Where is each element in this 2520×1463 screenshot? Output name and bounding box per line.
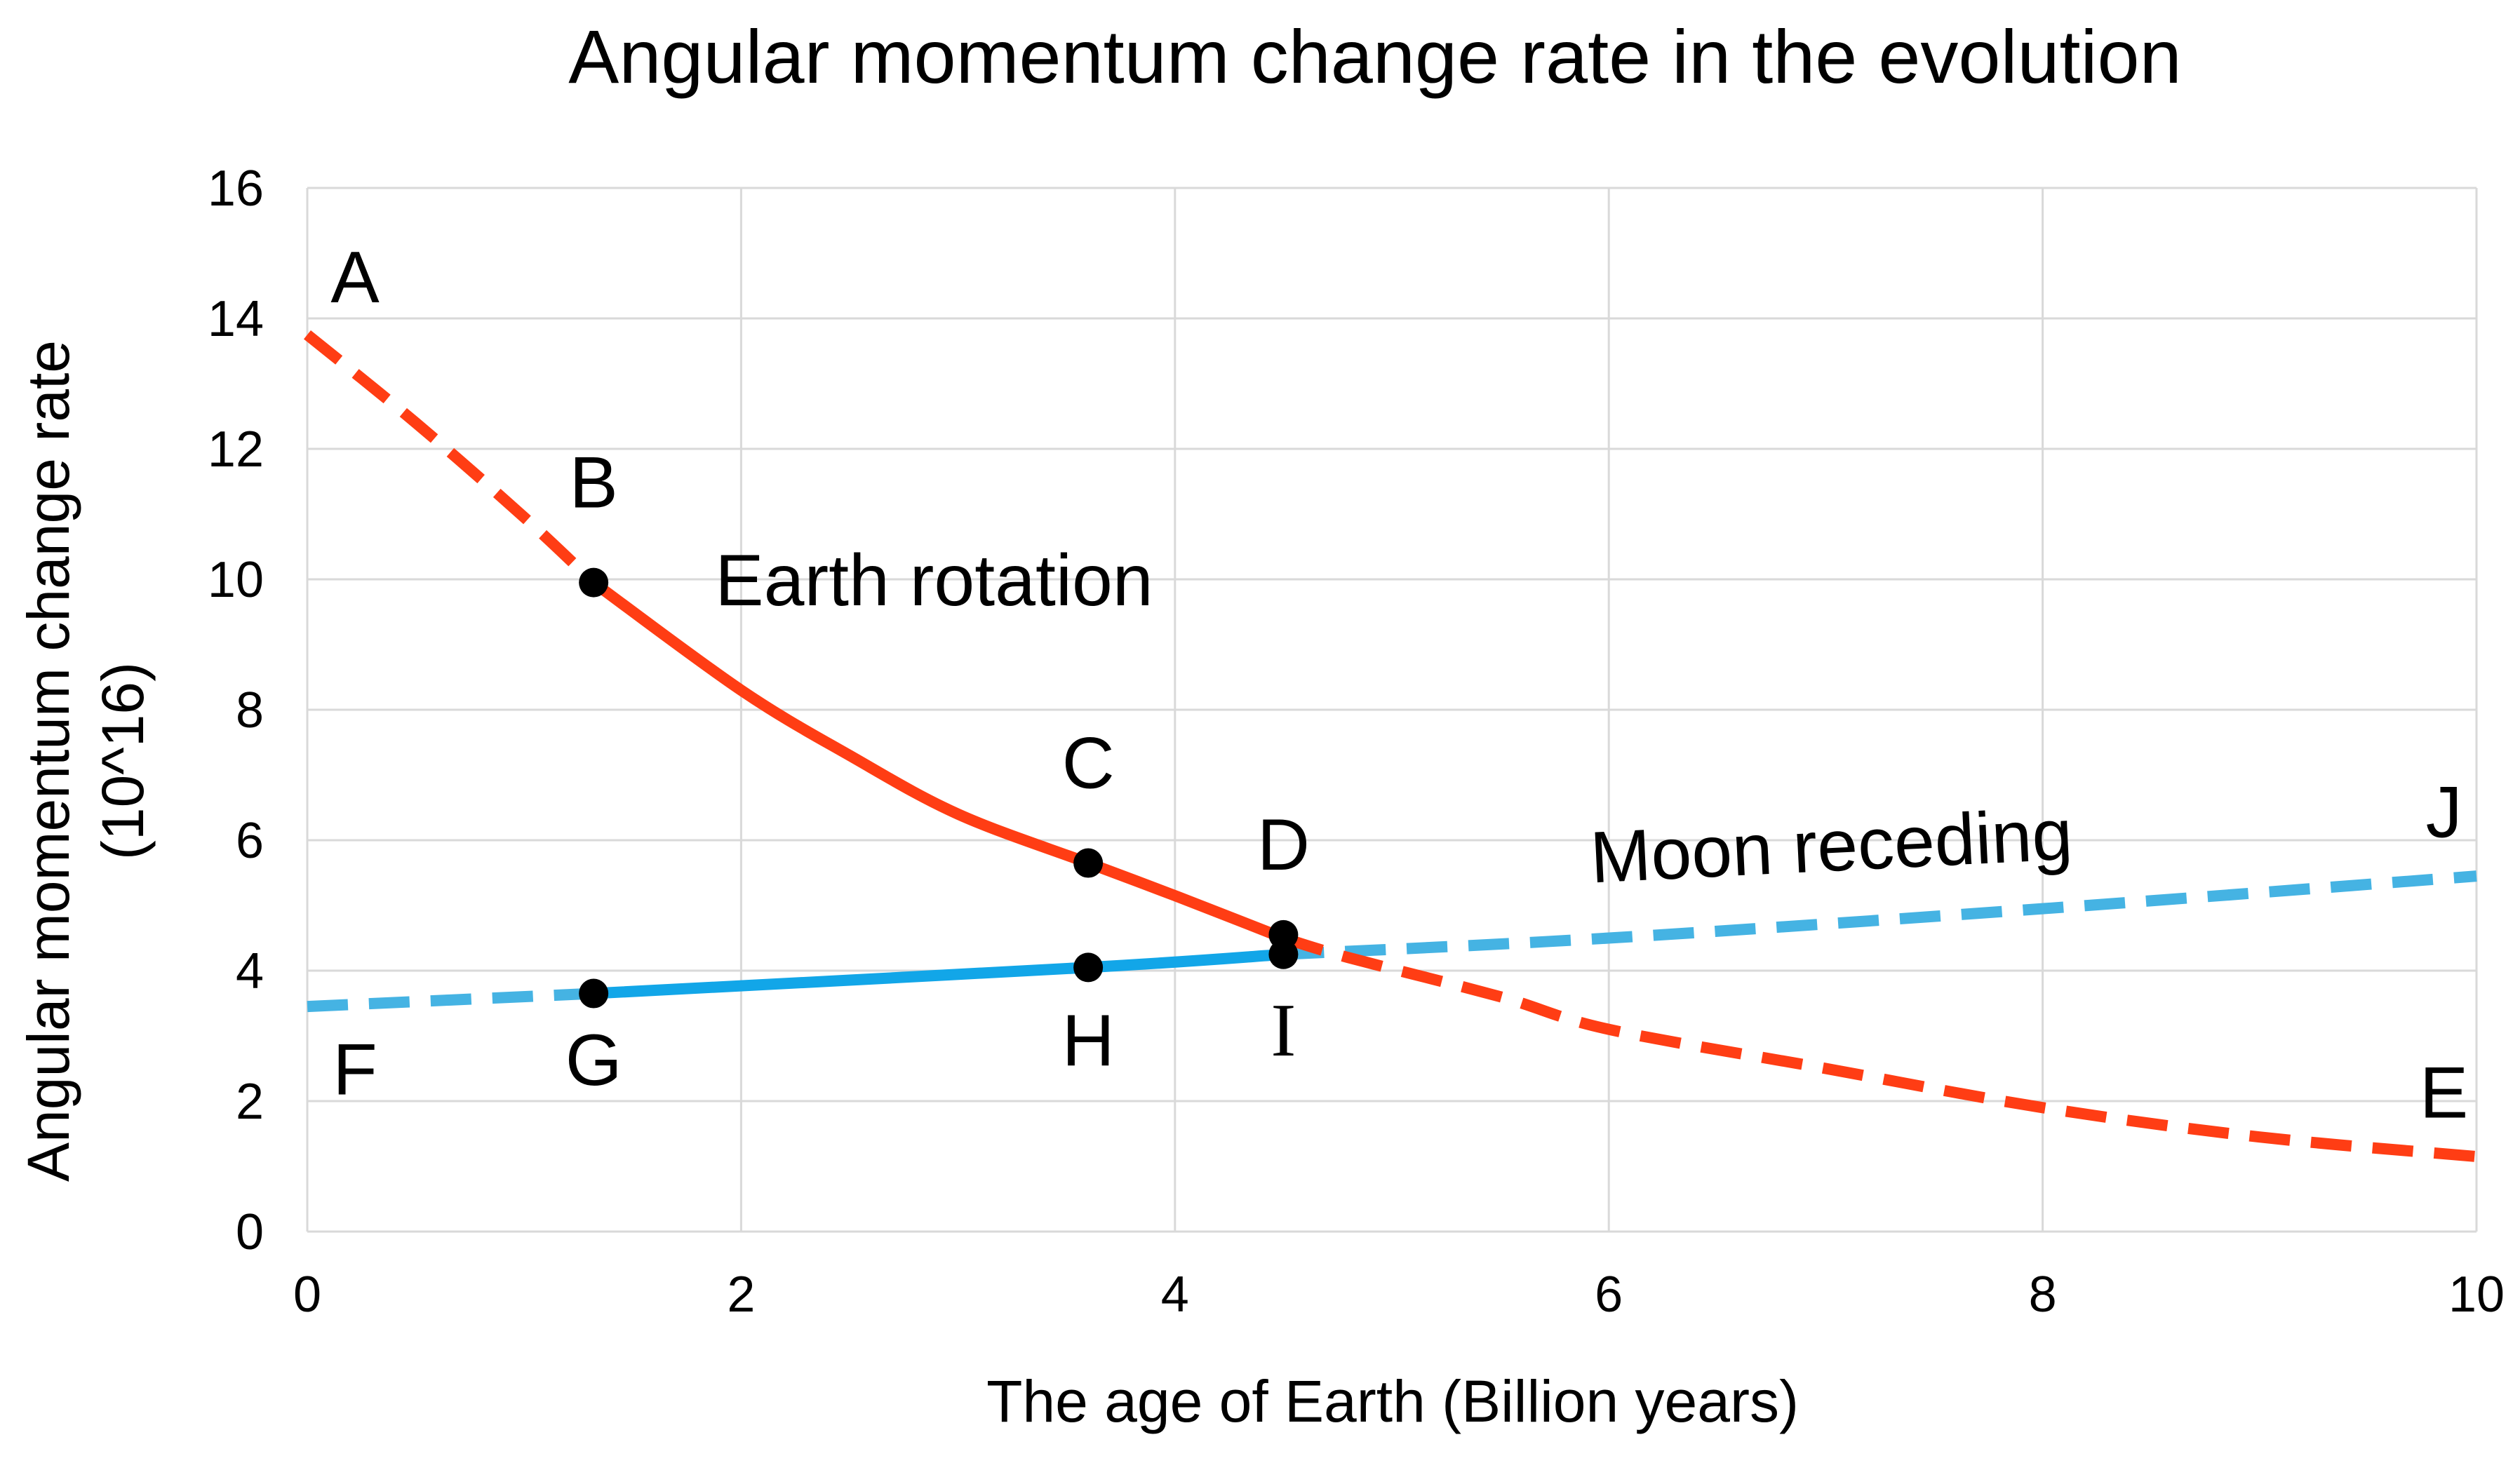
point-label-d: D	[1257, 804, 1310, 886]
data-point	[1268, 939, 1299, 969]
series-label-moon-receding: Moon receding	[1588, 794, 2075, 898]
y-tick-label: 10	[208, 552, 264, 608]
data-point	[1073, 952, 1104, 983]
point-label-i: I	[1271, 989, 1296, 1072]
y-tick-label: 8	[236, 682, 264, 739]
point-label-c: C	[1062, 723, 1115, 804]
point-label-j: J	[2426, 771, 2462, 853]
series-line-earth-rotation-observed	[590, 578, 1286, 943]
annotations: A B C D E F G H I J Earth rotation Moon receding	[330, 237, 2468, 1134]
point-label-e: E	[2420, 1052, 2468, 1133]
series-line-earth-rotation-early	[303, 330, 598, 587]
x-tick-label: 4	[1161, 1267, 1189, 1323]
x-tick-label: 2	[727, 1267, 755, 1323]
data-point	[579, 567, 609, 598]
data-point	[1073, 848, 1104, 878]
series-line-moon-receding-future	[1283, 870, 2477, 960]
y-tick-label: 6	[236, 813, 264, 869]
point-label-g: G	[565, 1020, 622, 1101]
series-line-moon-receding-early	[307, 987, 594, 1013]
point-label-a: A	[330, 237, 380, 318]
chart-title: Angular momentum change rate in the evol…	[568, 14, 2181, 99]
y-tick-label: 14	[208, 291, 264, 347]
y-tick-label: 2	[236, 1074, 264, 1130]
x-axis-label: The age of Earth (Billion years)	[986, 1368, 1799, 1434]
series-line-earth-rotation-future	[1282, 932, 2477, 1163]
x-tick-label: 6	[1595, 1267, 1623, 1323]
x-tick-label: 10	[2448, 1267, 2505, 1323]
point-label-h: H	[1062, 1000, 1115, 1081]
y-axis-label-line2: (10^16)	[90, 662, 156, 860]
point-label-f: F	[333, 1030, 377, 1111]
series-label-earth-rotation: Earth rotation	[715, 540, 1153, 621]
grid	[306, 187, 2478, 1233]
x-tick-label: 8	[2029, 1267, 2057, 1323]
data-point	[579, 978, 609, 1009]
point-label-b: B	[569, 443, 617, 524]
series-layer	[303, 330, 2477, 1163]
y-axis-label-line1: Angular momentum change rate	[15, 340, 81, 1182]
y-axis-label: Angular momentum change rate	[15, 340, 81, 1182]
y-tick-label: 0	[236, 1204, 264, 1260]
y-tick-label: 16	[208, 161, 264, 217]
y-tick-label: 4	[236, 943, 264, 999]
series-line-moon-receding-observed	[593, 948, 1284, 999]
x-tick-label: 0	[293, 1267, 321, 1323]
points-layer	[579, 567, 1299, 1009]
y-axis-unit-label: (10^16)	[90, 662, 156, 860]
y-tick-label: 12	[208, 422, 264, 478]
tick-labels: 0 2 4 6 8 10 12 14 16 0 2 4 6 8 10	[208, 161, 2505, 1323]
